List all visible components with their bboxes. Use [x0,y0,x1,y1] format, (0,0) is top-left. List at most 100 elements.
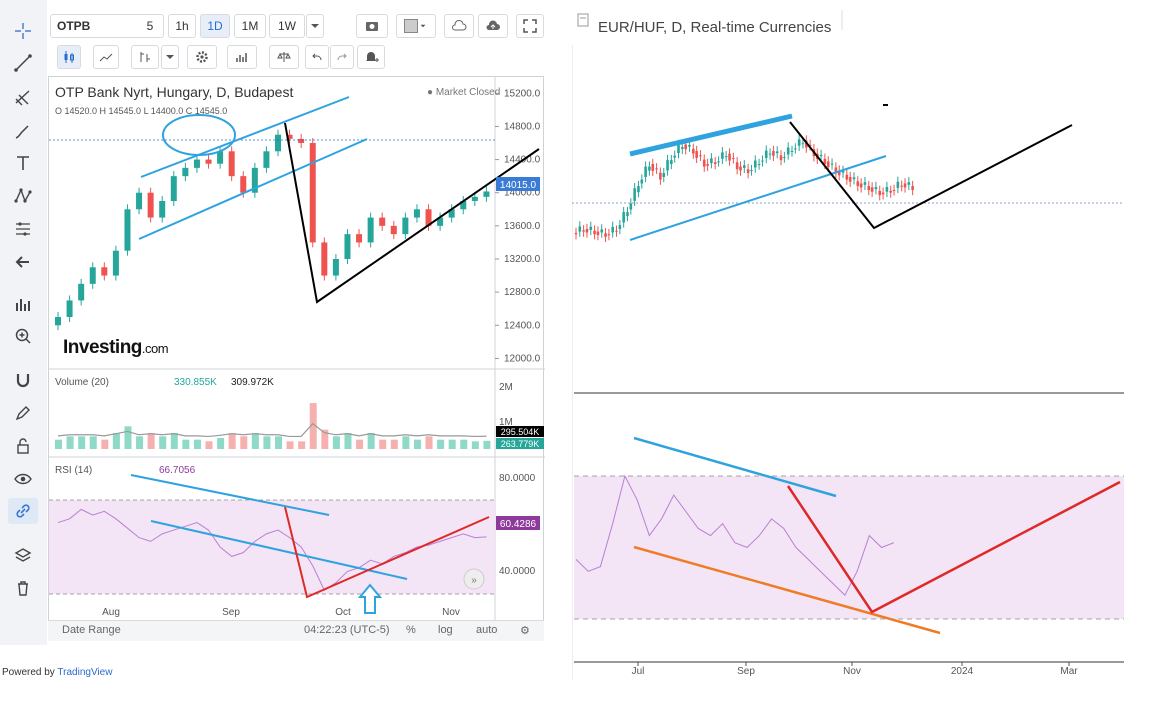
volume-bar [321,429,329,449]
pencil-lock-icon[interactable] [8,400,38,426]
candle-body [298,138,305,143]
cloud-load-button[interactable] [444,14,474,38]
rsi-upper-channel [130,474,330,516]
crosshair-icon[interactable] [8,18,38,44]
v-pattern-line [284,122,540,304]
color-picker-button[interactable] [396,14,436,38]
magnet-icon[interactable] [8,367,38,393]
brush-icon[interactable] [8,118,38,144]
market-status: ● Market Closed [427,87,501,98]
measure-icon[interactable] [8,216,38,242]
rsi-value: 66.7056 [159,465,196,476]
volume-bar [193,439,201,449]
eurhuf-candle-body [670,160,673,164]
indicators-dropdown[interactable] [161,45,179,69]
pattern-icon[interactable] [8,183,38,209]
symbol-search-input[interactable]: OTPB [50,14,164,38]
trendline-icon[interactable] [8,50,38,76]
chart-icon[interactable] [8,292,38,318]
candle-body [367,217,374,243]
settings-button[interactable] [187,45,217,69]
tradingview-link[interactable]: TradingView [57,667,113,678]
candle-body [321,242,328,276]
eurhuf-candle-body [728,153,731,161]
volume-bar [159,436,167,449]
eurhuf-candle-body [662,173,666,177]
link-icon[interactable] [8,498,38,524]
indicators-button[interactable] [131,45,159,69]
fullscreen-button[interactable] [516,14,544,38]
eurhuf-candle-body [856,181,860,187]
volume-bar [228,433,236,449]
otp-chart-panel[interactable]: 15200.0 14800.0 14400.0 14000.0 13600.0 13200… [48,76,545,640]
candles-button[interactable] [57,45,81,69]
trash-icon[interactable] [8,575,38,601]
volume-bar [437,439,445,449]
interval-dropdown[interactable] [306,14,324,38]
fullscreen-icon [523,19,537,33]
auto-toggle[interactable]: auto [476,624,498,636]
eurhuf-candle-body [841,170,845,173]
cloud-save-button[interactable] [478,14,508,38]
volume-bar [448,439,456,449]
eurhuf-candle-body [845,174,849,180]
add-alert-button[interactable] [357,45,385,69]
candle-body [448,209,455,218]
zoom-icon[interactable] [8,323,38,349]
powered-by: Powered by TradingView [2,667,113,678]
candle-body [402,217,409,235]
log-toggle[interactable]: log [438,624,453,636]
eurhuf-candle-body [757,164,761,165]
clock-label: 04:22:23 (UTC-5) [304,624,390,636]
eurhuf-chart[interactable]: EUR/HUF, D, Real-time Currencies Jul Sep N… [571,10,1132,680]
eye-icon[interactable] [8,466,38,492]
camera-icon [366,22,378,31]
eurhuf-candle-body [732,157,735,159]
chevron-down-icon [166,55,174,59]
interval-5[interactable]: 5 [146,19,154,33]
eurhuf-candle-body [819,154,823,157]
interval-1d[interactable]: 1D [200,14,230,38]
candle-body [228,151,235,177]
eurhuf-candle-body [600,229,604,233]
lock-icon[interactable] [8,433,38,459]
bars-icon [236,53,247,62]
volume-bar [367,433,375,449]
back-arrow-icon[interactable] [8,249,38,275]
eurhuf-candle-body [593,230,596,235]
ohlc-values: O 14520.0 H 14545.0 L 14400.0 C 14545.0 [55,106,228,116]
gear-icon[interactable]: ⚙ [520,625,530,637]
templates-button[interactable] [227,45,257,69]
eurhuf-candle-body [794,148,797,150]
eurhuf-candle-body [655,168,658,170]
alerts-button[interactable] [269,45,299,69]
eurhuf-candle-body [772,151,775,156]
undo-button[interactable] [305,45,329,69]
top-toolbar: OTPB 5 1h 1D 1M 1W [47,14,547,42]
interval-1h[interactable]: 1h [168,14,196,38]
eurhuf-candle-body [717,161,720,163]
eurhuf-candle-body [629,203,633,210]
eurhuf-candle-body [691,148,695,154]
eurhuf-candle-body [702,159,706,167]
candle-body [460,201,467,210]
eurhuf-candle-body [783,157,786,159]
text-tool-icon[interactable] [8,150,38,176]
volume-bar [471,441,479,449]
snapshot-button[interactable] [356,14,388,38]
redo-button[interactable] [330,45,354,69]
volume-bar [124,426,132,449]
upper-channel-line [140,96,350,178]
interval-1m[interactable]: 1M [234,14,266,38]
layers-icon[interactable] [8,543,38,569]
lower-channel-line [138,138,368,240]
volume-bar [89,436,97,449]
top-ellipse-marker [162,114,236,156]
volume-bar [240,436,248,449]
percent-toggle[interactable]: % [406,624,416,636]
date-range-button[interactable]: Date Range [62,624,121,636]
compare-button[interactable] [93,45,119,69]
up-arrow-icon [357,583,383,614]
interval-1w[interactable]: 1W [269,14,305,38]
fib-tool-icon[interactable] [8,84,38,110]
